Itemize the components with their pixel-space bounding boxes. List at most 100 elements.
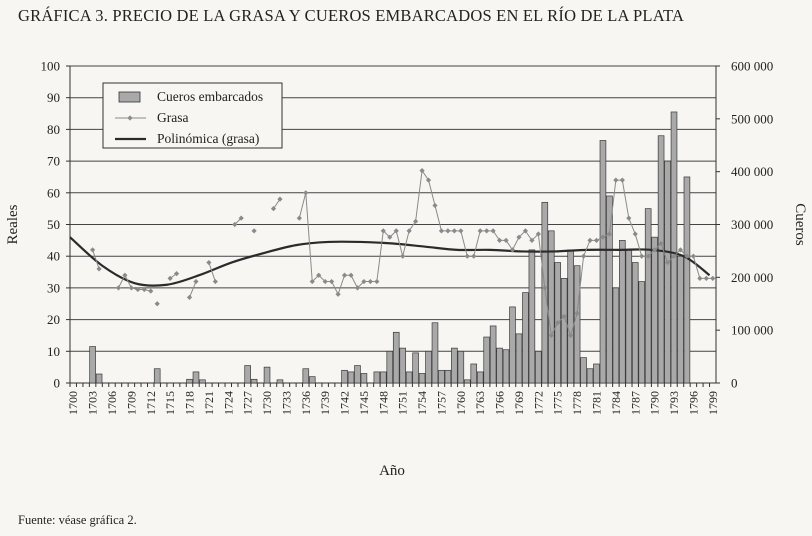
y-axis-title-left: Reales [5,204,21,244]
bar-cueros [392,331,400,384]
bar-cueros [541,201,549,384]
grasa-point [613,177,619,183]
x-tick-label: 1712 [144,391,158,415]
grasa-point [270,206,277,212]
x-tick-label: 1724 [221,391,235,415]
bar-cueros [380,371,387,384]
bar-cueros [373,371,381,384]
x-tick-label: 1715 [163,391,177,415]
bar-cueros [354,365,361,384]
x-tick-label: 1751 [396,391,410,415]
bar-cueros [625,249,633,384]
grasa-point [277,196,283,202]
grasa-point [367,278,373,285]
x-tick-label: 1766 [493,391,507,415]
x-axis-title: Año [379,463,405,479]
grasa-point [684,253,690,259]
bar-cueros [502,349,510,384]
grasa-point [122,272,128,278]
y-tick-label-left: 100 [41,59,61,74]
grasa-point [148,288,154,294]
grasa-point [548,332,554,339]
grasa-point [251,228,257,234]
grasa-point [645,253,651,259]
y-tick-label-left: 10 [47,344,60,359]
y-tick-label-right: 300 000 [731,217,773,232]
grasa-point [710,275,716,281]
x-tick-label: 1754 [415,391,429,415]
bar-cueros [444,369,452,384]
bar-cueros [457,350,465,384]
bar-cueros [631,262,639,384]
grasa-point [128,285,134,291]
grasa-point [677,247,684,253]
grasa-point [555,320,561,326]
grasa-point [652,247,658,253]
grasa-point [329,278,335,285]
bar-cueros [644,208,652,384]
trend-line-polinomica [69,236,711,287]
bar-cueros [683,176,691,384]
grasa-point [212,278,218,285]
bar-cueros [399,347,406,384]
grasa-point [115,285,122,291]
bar-cueros [567,249,574,384]
bar-cueros [244,365,251,384]
grasa-point [380,228,386,234]
grasa-point [154,301,160,307]
bar-cueros [573,265,581,384]
grasa-line [208,262,216,282]
grasa-point [348,272,354,278]
grasa-point [496,237,503,243]
grasa-point [413,218,419,224]
grasa-point [529,237,535,243]
x-tick-label: 1763 [473,391,487,415]
x-tick-label: 1700 [66,391,80,415]
y-tick-label-left: 60 [47,185,60,200]
x-tick-label: 1739 [318,391,332,415]
x-tick-label: 1790 [648,391,662,415]
bar-cueros [535,350,542,384]
grasa-point [296,215,302,221]
bar-cueros [386,350,394,384]
x-tick-label: 1778 [570,391,584,415]
y-tick-label-left: 90 [47,90,60,105]
grasa-line [189,281,197,298]
x-tick-label: 1709 [124,391,138,415]
legend-label-cueros: Cueros embarcados [157,89,263,104]
grasa-point [639,253,645,259]
bar-cueros [186,378,193,384]
grasa-point [503,237,509,243]
bar-cueros [451,347,458,384]
bar-cueros [302,368,310,384]
bar-cueros [412,352,419,384]
grasa-point [471,253,477,259]
x-tick-label: 1793 [667,391,681,415]
grasa-point [419,168,425,174]
y-tick-label-right: 0 [731,376,738,391]
grasa-line [92,249,100,270]
bar-cueros [547,230,555,384]
grasa-point [96,266,102,272]
y-tick-label-left: 40 [47,249,60,264]
grasa-point [690,253,696,259]
grasa-point [322,278,328,285]
bar-cueros [509,306,516,384]
chart-title: GRÁFICA 3. PRECIO DE LA GRASA Y CUEROS E… [18,6,685,25]
bar-cueros [483,336,490,384]
x-tick-label: 1769 [512,391,526,415]
bar-cueros [586,368,594,384]
bar-cueros [431,322,439,384]
bar-cueros [580,357,587,384]
grasa-point [387,234,393,240]
bar-cueros [425,350,432,384]
x-tick-label: 1706 [105,391,119,415]
grasa-point [406,228,412,234]
grasa-point [464,253,470,259]
grasa-point [619,177,625,183]
bar-cueros [347,371,355,384]
grasa-point [509,247,516,253]
x-tick-label: 1760 [454,391,468,415]
grasa-point [374,278,380,285]
grasa-point [542,285,548,291]
